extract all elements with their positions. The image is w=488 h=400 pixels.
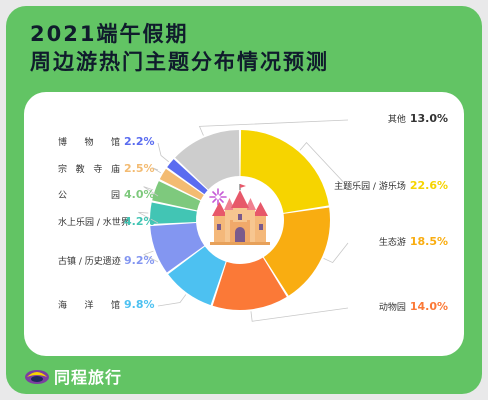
slice-label-name: 公园 — [58, 191, 120, 201]
slice-2 — [263, 207, 330, 296]
slice-label-value: 22.6% — [409, 179, 448, 192]
slice-label-name: 动物园 — [378, 303, 406, 313]
slice-label-name: 主题乐园 / 游乐场 — [334, 182, 406, 192]
slice-5 — [150, 223, 205, 273]
tongcheng-logo-icon — [25, 370, 49, 384]
slice-label-2: 生态游 18.5% — [379, 235, 448, 249]
leader-line-8 — [152, 167, 162, 174]
slice-label-name: 水上乐园 / 水世界 — [58, 218, 130, 228]
slice-label-7: 公园 4.0% — [58, 188, 155, 202]
castle-icon — [206, 184, 274, 254]
slice-label-name: 古镇 / 历史遗迹 — [58, 257, 121, 267]
donut-chart — [138, 119, 349, 322]
slice-label-6: 水上乐园 / 水世界4.2% — [58, 215, 155, 229]
slice-label-value: 4.2% — [124, 215, 155, 228]
leader-line-6 — [138, 211, 159, 224]
slice-label-3: 动物园 14.0% — [379, 300, 448, 314]
slice-8 — [159, 168, 204, 201]
slice-label-name: 宗教寺庙 — [58, 165, 120, 175]
chart-card: 主题乐园 / 游乐场 22.6% 生态游 18.5% 动物园 14.0% 海洋馆 9.8% 古镇… — [24, 92, 464, 356]
leader-line-9 — [157, 142, 169, 163]
leader-line-7 — [143, 186, 159, 197]
slice-label-9: 博物馆 2.2% — [58, 135, 155, 149]
slice-label-5: 古镇 / 历史遗迹 9.2% — [58, 254, 155, 268]
title-line-2: 周边游热门主题分布情况预测 — [30, 50, 329, 74]
slice-label-value: 4.0% — [124, 188, 155, 201]
slice-label-4: 海洋馆 9.8% — [58, 298, 155, 312]
slice-10 — [175, 130, 240, 190]
slice-6 — [150, 202, 197, 225]
slice-label-name: 生态游 — [378, 238, 406, 248]
slice-label-value: 2.5% — [124, 162, 155, 175]
slice-1 — [240, 130, 329, 213]
slice-3 — [212, 257, 287, 310]
leader-line-2 — [323, 242, 349, 264]
slice-label-name: 海洋馆 — [58, 301, 120, 311]
slice-label-name: 其他 — [387, 115, 406, 125]
slice-4 — [168, 246, 226, 306]
slice-9 — [167, 159, 208, 195]
brand-name: 同程旅行 — [54, 368, 123, 387]
slice-label-value: 9.8% — [124, 298, 155, 311]
brand-logo: 同程旅行 — [24, 364, 122, 388]
slice-label-1: 主题乐园 / 游乐场 22.6% — [334, 179, 448, 193]
leader-line-1 — [299, 142, 349, 188]
slice-label-value: 13.0% — [409, 112, 448, 125]
slice-label-name: 博物馆 — [58, 138, 120, 148]
poster-frame: 2021端午假期 周边游热门主题分布情况预测 — [6, 6, 482, 394]
slice-label-value: 18.5% — [409, 235, 448, 248]
slice-label-value: 2.2% — [124, 135, 155, 148]
slice-label-8: 宗教寺庙 2.5% — [58, 162, 155, 176]
title-line-1: 2021端午假期 — [30, 22, 189, 46]
leader-line-3 — [250, 307, 349, 322]
leader-line-10 — [198, 119, 349, 136]
slice-label-10: 其他 13.0% — [388, 112, 448, 126]
leader-line-4 — [157, 294, 187, 307]
slice-label-value: 14.0% — [409, 300, 448, 313]
slice-7 — [152, 181, 201, 211]
slice-label-value: 9.2% — [124, 254, 155, 267]
leader-line-5 — [143, 250, 159, 263]
